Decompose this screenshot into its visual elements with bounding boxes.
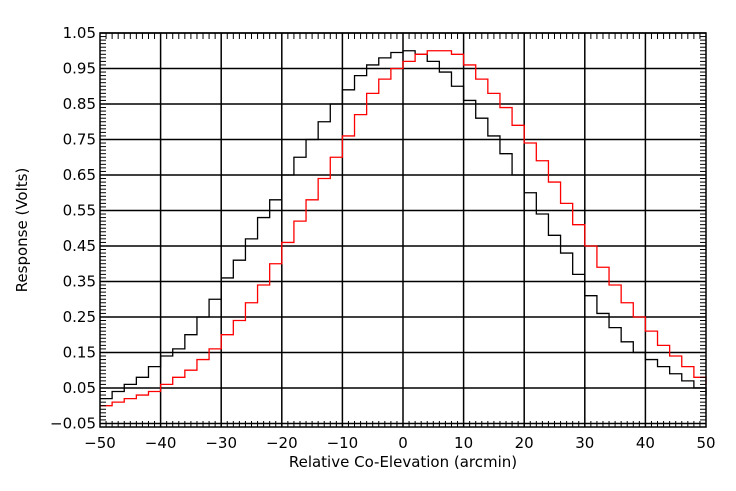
x-tick-label: −30	[205, 434, 237, 452]
x-tick-label: 0	[398, 434, 408, 452]
series-line-1	[100, 50, 707, 400]
y-tick-label: 0.45	[63, 237, 96, 255]
x-tick-label: 50	[696, 434, 715, 452]
tick-marks	[100, 33, 706, 427]
x-tick-label: 30	[575, 434, 594, 452]
y-tick-label: 0.35	[63, 272, 96, 290]
y-tick-label: 0.55	[63, 201, 96, 219]
grid	[100, 32, 706, 427]
x-tick-labels: −50 −40 −30 −20 −10 0 10 20 30 40 50	[84, 434, 715, 452]
y-tick-label: 0.95	[63, 59, 96, 77]
series-line-2	[100, 50, 707, 407]
series-group	[100, 50, 707, 407]
x-tick-label: 40	[636, 434, 655, 452]
x-tick-label: 10	[454, 434, 473, 452]
y-tick-label: 0.65	[63, 166, 96, 184]
plot-frame	[99, 32, 707, 428]
x-tick-label: −10	[327, 434, 359, 452]
y-tick-label: 0.25	[63, 308, 96, 326]
x-axis-label: Relative Co-Elevation (arcmin)	[289, 453, 517, 471]
y-tick-label: 1.05	[63, 24, 96, 42]
x-tick-label: −50	[84, 434, 116, 452]
y-tick-label: −0.05	[50, 414, 96, 432]
x-tick-label: −20	[266, 434, 298, 452]
y-tick-label: 0.75	[63, 130, 96, 148]
y-tick-label: 0.85	[63, 95, 96, 113]
x-tick-label: 20	[515, 434, 534, 452]
y-tick-label: 0.15	[63, 343, 96, 361]
y-axis-label: Response (Volts)	[13, 168, 31, 293]
x-tick-label: −40	[145, 434, 177, 452]
y-tick-label: 0.05	[63, 379, 96, 397]
y-tick-labels: 1.05 0.95 0.85 0.75 0.65 0.55 0.45 0.35 0.25 0.15…	[50, 24, 96, 432]
